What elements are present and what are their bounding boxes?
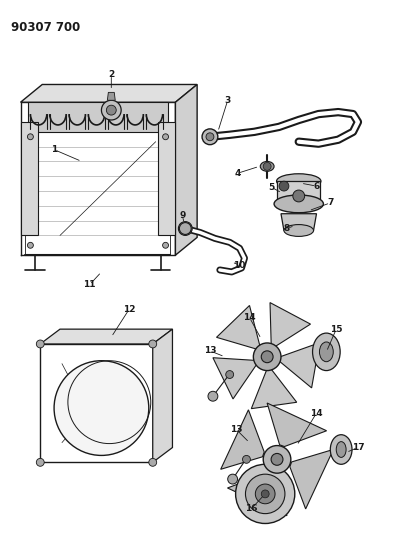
Polygon shape bbox=[277, 181, 320, 201]
Ellipse shape bbox=[274, 195, 323, 213]
Circle shape bbox=[102, 100, 121, 120]
Polygon shape bbox=[290, 449, 333, 509]
Circle shape bbox=[242, 455, 250, 463]
Ellipse shape bbox=[313, 333, 340, 370]
Ellipse shape bbox=[330, 435, 352, 464]
Ellipse shape bbox=[336, 442, 346, 457]
Text: 90307 700: 90307 700 bbox=[11, 21, 80, 34]
Circle shape bbox=[27, 134, 33, 140]
Circle shape bbox=[202, 129, 218, 144]
Ellipse shape bbox=[320, 342, 333, 362]
Circle shape bbox=[163, 243, 169, 248]
Polygon shape bbox=[40, 329, 173, 344]
Circle shape bbox=[263, 446, 291, 473]
Polygon shape bbox=[213, 358, 257, 399]
Polygon shape bbox=[251, 368, 297, 409]
Text: 16: 16 bbox=[245, 504, 258, 513]
Polygon shape bbox=[158, 122, 176, 236]
Text: 7: 7 bbox=[327, 198, 334, 207]
Circle shape bbox=[163, 134, 169, 140]
Text: 5: 5 bbox=[268, 183, 274, 191]
Text: 14: 14 bbox=[243, 313, 256, 322]
Circle shape bbox=[293, 190, 305, 202]
Text: 14: 14 bbox=[310, 408, 323, 417]
Polygon shape bbox=[21, 122, 38, 236]
Text: 10: 10 bbox=[233, 261, 246, 270]
Circle shape bbox=[271, 454, 283, 465]
Ellipse shape bbox=[284, 224, 313, 237]
Text: 13: 13 bbox=[204, 346, 216, 356]
Circle shape bbox=[255, 484, 275, 504]
Circle shape bbox=[206, 133, 214, 141]
Ellipse shape bbox=[260, 161, 274, 171]
Text: 9: 9 bbox=[179, 211, 185, 220]
Circle shape bbox=[261, 490, 269, 498]
Polygon shape bbox=[281, 214, 316, 230]
Circle shape bbox=[279, 181, 289, 191]
Text: 12: 12 bbox=[123, 305, 135, 314]
Ellipse shape bbox=[277, 174, 321, 189]
Polygon shape bbox=[107, 92, 115, 100]
Circle shape bbox=[245, 474, 285, 514]
Polygon shape bbox=[278, 343, 320, 388]
Polygon shape bbox=[176, 85, 197, 255]
Polygon shape bbox=[221, 410, 264, 469]
Text: 1: 1 bbox=[51, 145, 57, 154]
Circle shape bbox=[263, 163, 271, 171]
Polygon shape bbox=[153, 329, 173, 462]
Text: 11: 11 bbox=[83, 280, 96, 289]
Polygon shape bbox=[267, 403, 327, 447]
Circle shape bbox=[36, 340, 44, 348]
Circle shape bbox=[149, 340, 157, 348]
Polygon shape bbox=[216, 305, 260, 350]
Text: 6: 6 bbox=[313, 182, 320, 191]
Circle shape bbox=[226, 370, 234, 378]
Circle shape bbox=[235, 464, 295, 523]
Circle shape bbox=[253, 343, 281, 370]
Circle shape bbox=[178, 222, 192, 236]
Circle shape bbox=[179, 223, 191, 235]
Circle shape bbox=[208, 391, 218, 401]
Text: 2: 2 bbox=[108, 70, 114, 79]
Circle shape bbox=[228, 474, 237, 484]
Circle shape bbox=[27, 243, 33, 248]
Text: 17: 17 bbox=[351, 443, 364, 452]
Circle shape bbox=[149, 458, 157, 466]
Polygon shape bbox=[270, 303, 311, 347]
Circle shape bbox=[54, 361, 149, 455]
Text: 4: 4 bbox=[235, 169, 241, 178]
Polygon shape bbox=[28, 102, 168, 132]
Text: 13: 13 bbox=[230, 425, 243, 434]
Circle shape bbox=[36, 458, 44, 466]
Circle shape bbox=[261, 351, 273, 362]
Text: 8: 8 bbox=[284, 224, 290, 233]
Text: 3: 3 bbox=[225, 96, 231, 105]
Text: 15: 15 bbox=[330, 325, 342, 334]
Polygon shape bbox=[228, 472, 287, 516]
Circle shape bbox=[182, 225, 188, 231]
Polygon shape bbox=[21, 85, 197, 102]
Circle shape bbox=[107, 105, 116, 115]
